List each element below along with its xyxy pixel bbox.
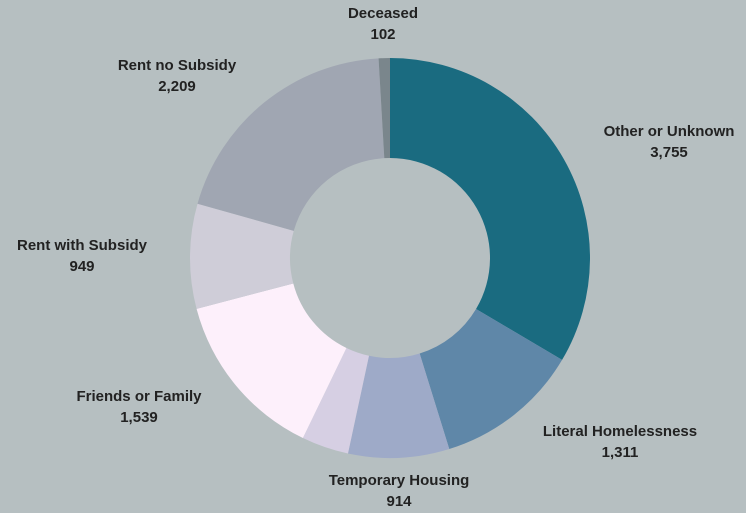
segment-value: 102 bbox=[370, 26, 395, 43]
donut-segment bbox=[197, 58, 385, 231]
segment-label: Rent no Subsidy bbox=[118, 57, 237, 74]
segment-label: Deceased bbox=[348, 5, 418, 22]
segment-label: Temporary Housing bbox=[329, 472, 470, 489]
segment-value: 949 bbox=[69, 258, 94, 275]
segment-value: 1,539 bbox=[120, 409, 158, 426]
donut-segment bbox=[302, 348, 369, 454]
donut-segment bbox=[196, 283, 347, 439]
segment-value: 1,311 bbox=[602, 444, 639, 461]
donut-segment bbox=[190, 203, 294, 309]
segment-label: Literal Homelessness bbox=[543, 423, 697, 440]
donut-segment bbox=[378, 58, 390, 159]
segment-value: 3,755 bbox=[650, 144, 688, 161]
donut-segment bbox=[390, 58, 590, 360]
donut-segment bbox=[347, 353, 450, 458]
segment-value: 2,209 bbox=[158, 78, 196, 95]
segment-label: Other or Unknown bbox=[604, 123, 735, 140]
segment-value: 914 bbox=[386, 493, 412, 510]
segment-label: Friends or Family bbox=[76, 388, 202, 405]
segment-label: Rent with Subsidy bbox=[17, 237, 148, 254]
donut-segment bbox=[419, 308, 563, 450]
